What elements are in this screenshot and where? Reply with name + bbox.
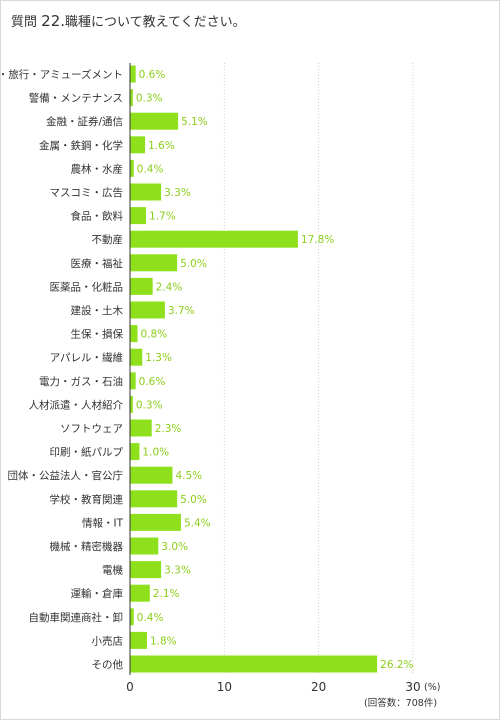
- bar: [130, 561, 162, 579]
- bar: [130, 254, 178, 272]
- category-label: 電機: [102, 564, 123, 577]
- value-label: 3.0%: [161, 541, 188, 553]
- value-label: 0.8%: [141, 329, 168, 341]
- value-label: 1.8%: [150, 635, 177, 647]
- value-label: 26.2%: [380, 659, 413, 671]
- bar: [130, 348, 143, 366]
- bar: [130, 537, 159, 555]
- bar: [130, 183, 162, 201]
- category-label: アパレル・繊維: [50, 351, 123, 364]
- category-label: 警備・メンテナンス: [29, 92, 123, 105]
- category-label: 人材派遣・人材紹介: [29, 398, 124, 411]
- response-count-note: (回答数：708件): [364, 697, 437, 709]
- bar: [130, 301, 165, 319]
- chart-title: 質問 22.職種について教えてください。: [11, 11, 246, 30]
- category-label: 運輸・倉庫: [71, 587, 124, 600]
- value-label: 3.3%: [164, 187, 191, 199]
- bar: [130, 395, 133, 413]
- category-label: 金属・鉄鋼・化学: [39, 139, 123, 152]
- bar: [130, 372, 136, 390]
- bar: [130, 466, 173, 484]
- bar: [130, 655, 378, 673]
- bar: [130, 513, 181, 531]
- category-label: 生保・損保: [71, 328, 124, 341]
- category-label: 農林・水産: [71, 162, 124, 175]
- value-label: 2.4%: [156, 281, 183, 293]
- category-label: その他: [92, 658, 124, 671]
- x-tick-label: 30: [405, 680, 420, 694]
- category-label: 不動産: [92, 233, 124, 246]
- category-label: 電力・ガス・石油: [39, 375, 123, 388]
- value-label: 17.8%: [301, 234, 334, 246]
- value-label: 5.0%: [180, 258, 207, 270]
- unit-label: (%): [424, 682, 440, 693]
- title-number: 22.: [41, 12, 66, 30]
- category-label: 印刷・紙パルプ: [50, 446, 124, 459]
- category-label: 建設・土木: [71, 304, 124, 317]
- category-label: 機械・精密機器: [50, 540, 124, 553]
- value-label: 0.4%: [137, 163, 164, 175]
- category-label: 団体・公益法人・官公庁: [8, 469, 124, 482]
- value-label: 0.6%: [139, 376, 166, 388]
- value-label: 2.1%: [153, 588, 180, 600]
- category-label: 金融・証券/通信: [46, 115, 123, 128]
- bar: [130, 608, 134, 626]
- category-label: 情報・IT: [82, 516, 124, 529]
- x-tick-label: 20: [311, 680, 326, 694]
- category-label: 医療・福祉: [71, 257, 124, 270]
- value-label: 3.3%: [164, 565, 191, 577]
- title-text: 職種について教えてください。: [65, 15, 246, 30]
- bar: [130, 65, 136, 83]
- bar: [130, 631, 147, 649]
- bar: [130, 419, 152, 437]
- category-label: ホテル・旅行・アミューズメント: [1, 68, 123, 81]
- category-label: 医薬品・化粧品: [50, 280, 124, 293]
- bar: [130, 136, 146, 154]
- category-label: マスコミ・広告: [50, 186, 124, 199]
- value-label: 5.0%: [180, 494, 207, 506]
- bar: [130, 277, 153, 295]
- bar: [130, 159, 134, 177]
- value-label: 5.4%: [184, 517, 211, 529]
- value-label: 0.3%: [136, 399, 163, 411]
- category-label: 食品・飲料: [71, 210, 124, 223]
- category-label: 学校・教育関連: [50, 493, 124, 506]
- value-label: 5.1%: [181, 116, 208, 128]
- bar: [130, 443, 140, 461]
- category-label: 自動車関連商社・卸: [29, 611, 124, 624]
- bar: [130, 89, 133, 107]
- value-label: 0.6%: [139, 69, 166, 81]
- value-label: 0.3%: [136, 93, 163, 105]
- value-label: 4.5%: [175, 470, 202, 482]
- x-tick-label: 10: [217, 680, 232, 694]
- bar: [130, 230, 298, 248]
- value-label: 3.7%: [168, 305, 195, 317]
- x-tick-label: 0: [126, 680, 134, 694]
- category-label: 小売店: [92, 634, 124, 647]
- value-label: 1.3%: [145, 352, 172, 364]
- bar: [130, 490, 178, 508]
- bar: [130, 112, 179, 130]
- bar: [130, 584, 150, 602]
- value-label: 1.0%: [142, 447, 169, 459]
- value-label: 1.7%: [149, 211, 176, 223]
- bar: [130, 325, 138, 343]
- category-label: ソフトウェア: [60, 423, 123, 435]
- value-label: 2.3%: [155, 423, 182, 435]
- value-label: 0.4%: [137, 612, 164, 624]
- title-prefix: 質問: [11, 15, 38, 30]
- value-label: 1.6%: [148, 140, 175, 152]
- bar: [130, 207, 147, 225]
